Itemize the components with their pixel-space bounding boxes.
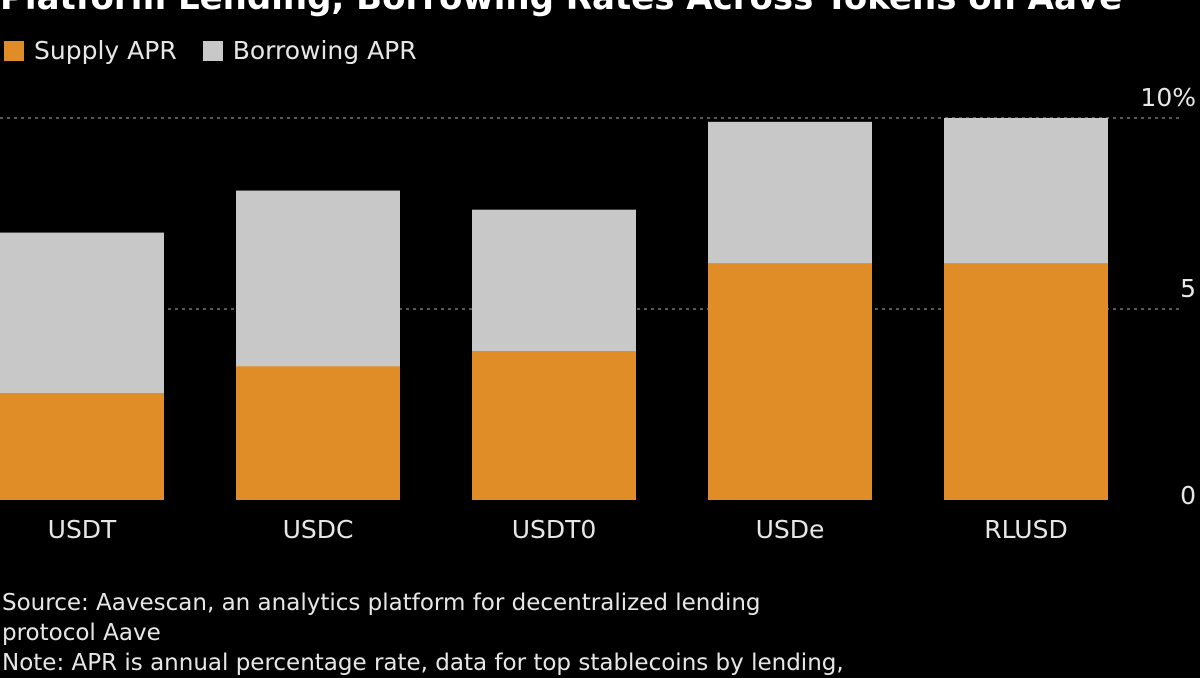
x-tick-label: USDC [283,515,354,544]
x-tick-label: USDT0 [512,515,597,544]
bar-supply-apr-usdt [0,393,164,500]
footnotes: Source: Aavescan, an analytics platform … [2,588,844,678]
legend-item-supply: Supply APR [4,36,177,65]
note-line: Note: APR is annual percentage rate, dat… [2,650,844,676]
x-tick-label: USDT [48,515,117,544]
bar-supply-apr-usdc [236,366,400,500]
source-line-2: protocol Aave [2,620,161,646]
legend-label-supply: Supply APR [34,36,177,65]
bar-supply-apr-rlusd [944,263,1108,500]
bar-supply-apr-usdt0 [472,351,636,500]
x-tick-label: RLUSD [984,515,1067,544]
y-tick-label: 5 [1180,274,1196,303]
legend-swatch-supply [4,40,24,61]
bar-supply-apr-usde [708,263,872,500]
legend-item-borrowing: Borrowing APR [202,36,417,65]
legend-label-borrowing: Borrowing APR [232,36,417,65]
x-tick-label: USDe [756,515,825,544]
y-tick-label: 10% [1140,83,1196,112]
chart-title: Platform Lending, Borrowing Rates Across… [0,0,1122,18]
source-line-1: Source: Aavescan, an analytics platform … [2,590,761,616]
bar-chart: 0 5 10% USDT USDC USDT0 USDe RLUSD [0,83,1196,544]
legend-swatch-borrowing [202,40,223,61]
legend: Supply APR Borrowing APR [4,36,435,65]
y-tick-label: 0 [1180,481,1196,510]
